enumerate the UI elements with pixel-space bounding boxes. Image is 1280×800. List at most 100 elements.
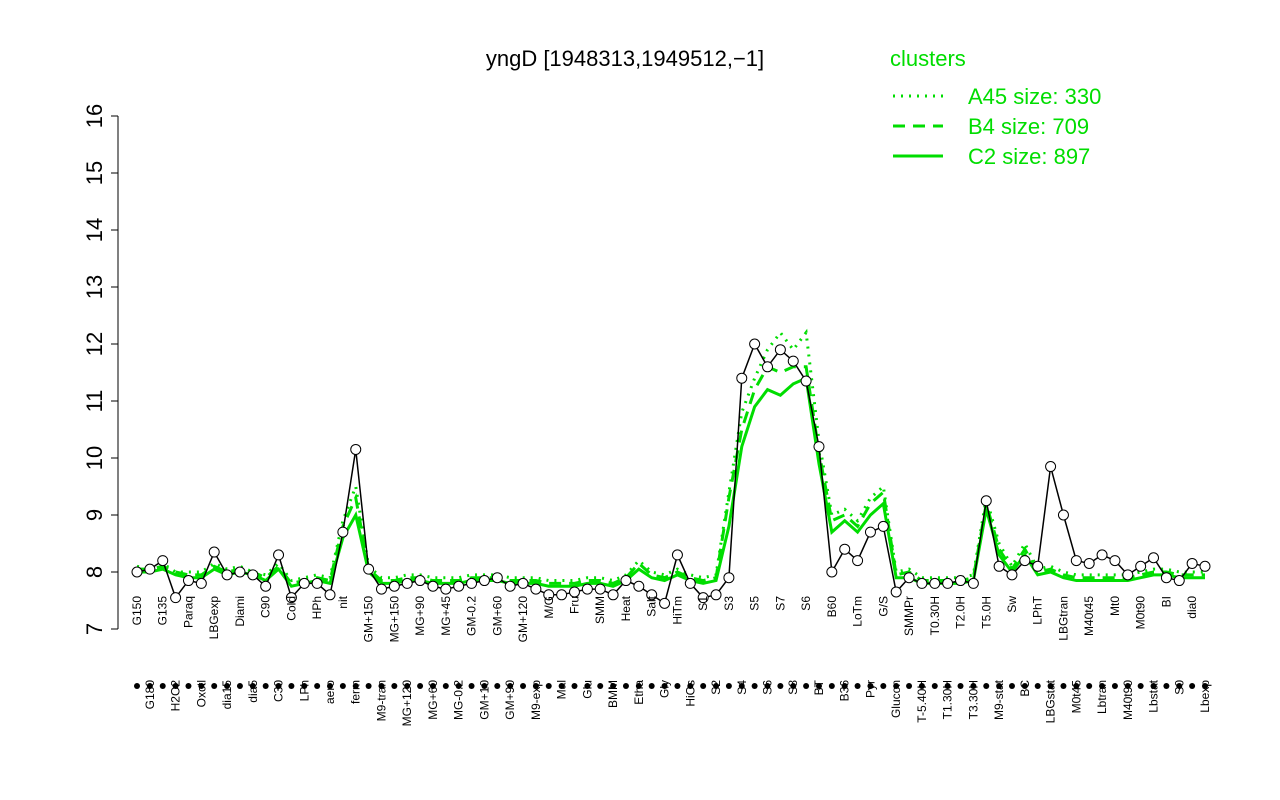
rug-dot — [481, 683, 488, 689]
data-point — [311, 577, 323, 589]
x-tick-label: MG+90 — [413, 596, 427, 636]
chart-title: yngD [1948313,1949512,−1] — [486, 46, 764, 71]
rug-dot — [751, 683, 758, 689]
data-point — [749, 338, 761, 350]
y-tick-label: 15 — [82, 161, 107, 185]
rug-dot — [944, 683, 951, 689]
data-point — [530, 583, 542, 595]
data-point — [170, 592, 182, 604]
x-tick-label: G/S — [876, 596, 890, 617]
x-tick-label: ferm — [349, 680, 363, 704]
cluster-line — [136, 328, 1205, 583]
x-tick-label: M/G — [542, 596, 556, 619]
rug-dot — [558, 683, 565, 689]
data-point — [736, 372, 748, 384]
rug-dot — [790, 683, 797, 689]
data-point — [324, 589, 336, 601]
x-tick-label: M9-tran — [374, 680, 388, 721]
rug-dot — [725, 683, 732, 689]
rug-dot — [1099, 683, 1106, 689]
x-tick-label: LPhT — [1031, 595, 1045, 624]
data-point — [414, 575, 426, 587]
rug-dot — [520, 683, 527, 689]
x-tick-label: HPh — [310, 596, 324, 619]
x-tick-label: T3.30H — [966, 680, 980, 719]
data-point — [1096, 549, 1108, 561]
rug-dot — [288, 683, 295, 689]
rug-dot — [622, 683, 629, 689]
rug-dot — [532, 683, 539, 689]
rug-dot — [828, 683, 835, 689]
x-tick-label: T5.0H — [979, 596, 993, 629]
data-point — [671, 549, 683, 561]
x-tick-label: BI — [1159, 596, 1173, 607]
x-tick-label: MG+150 — [387, 596, 401, 643]
data-point — [955, 575, 967, 587]
rug-dot — [983, 683, 990, 689]
rug-dot — [378, 683, 385, 689]
data-point — [993, 560, 1005, 572]
data-point — [1006, 569, 1018, 581]
data-point — [800, 375, 812, 387]
data-point — [440, 583, 452, 595]
rug-dot — [442, 683, 449, 689]
data-point — [839, 543, 851, 555]
x-tick-label: Etha — [632, 680, 646, 705]
y-tick-label: 14 — [82, 218, 107, 242]
data-point — [890, 586, 902, 598]
rug-dot — [906, 683, 913, 689]
data-point — [1135, 560, 1147, 572]
rug-dot — [1150, 683, 1157, 689]
y-tick-label: 8 — [82, 566, 107, 578]
data-point — [1057, 509, 1069, 521]
x-tick-label: Cold — [284, 596, 298, 621]
y-tick-label: 10 — [82, 446, 107, 470]
x-tick-label: C90 — [259, 596, 273, 618]
rug-dot — [352, 683, 359, 689]
data-point — [273, 549, 285, 561]
rug-dot — [211, 683, 218, 689]
data-point — [466, 577, 478, 589]
data-point — [620, 575, 632, 587]
rug-dot — [1111, 683, 1118, 689]
rug-dot — [854, 683, 861, 689]
data-point — [852, 555, 864, 567]
rug-dot — [1047, 683, 1054, 689]
x-tick-label: Lbtran — [1095, 680, 1109, 714]
rug-dot — [339, 683, 346, 689]
rug-dot — [275, 683, 282, 689]
data-point — [1199, 560, 1211, 572]
data-point — [903, 572, 915, 584]
rug-dot — [455, 683, 462, 689]
rug-dot — [236, 683, 243, 689]
x-tick-label: LBGtran — [1056, 596, 1070, 641]
data-point — [247, 569, 259, 581]
rug-dot — [1202, 683, 1208, 689]
x-tick-label: Heat — [619, 595, 633, 621]
rug-dot — [893, 683, 900, 689]
x-tick-label: LBGexp — [207, 596, 221, 640]
data-point — [1083, 557, 1095, 569]
data-point — [144, 563, 156, 575]
x-tick-label: GM+60 — [490, 596, 504, 636]
rug-dot — [134, 683, 140, 689]
x-tick-label: GM+150 — [362, 596, 376, 643]
x-tick-label: dia15 — [220, 680, 234, 710]
rug-dot — [429, 683, 436, 689]
data-point — [1160, 572, 1172, 584]
x-tick-label: BC — [1018, 680, 1032, 697]
rug-dot — [970, 683, 977, 689]
x-tick-label: G135 — [156, 596, 170, 626]
data-point — [363, 563, 375, 575]
rug-dot — [1008, 683, 1015, 689]
x-tick-label: B36 — [838, 680, 852, 702]
rug-dot — [738, 683, 745, 689]
rug-dot — [1176, 683, 1183, 689]
rug-dot — [1073, 683, 1080, 689]
data-point — [298, 577, 310, 589]
rug-dot — [610, 683, 617, 689]
x-tick-label: G180 — [143, 680, 157, 710]
x-tick-label: G150 — [130, 596, 144, 626]
x-tick-label: SMMPr — [902, 596, 916, 636]
